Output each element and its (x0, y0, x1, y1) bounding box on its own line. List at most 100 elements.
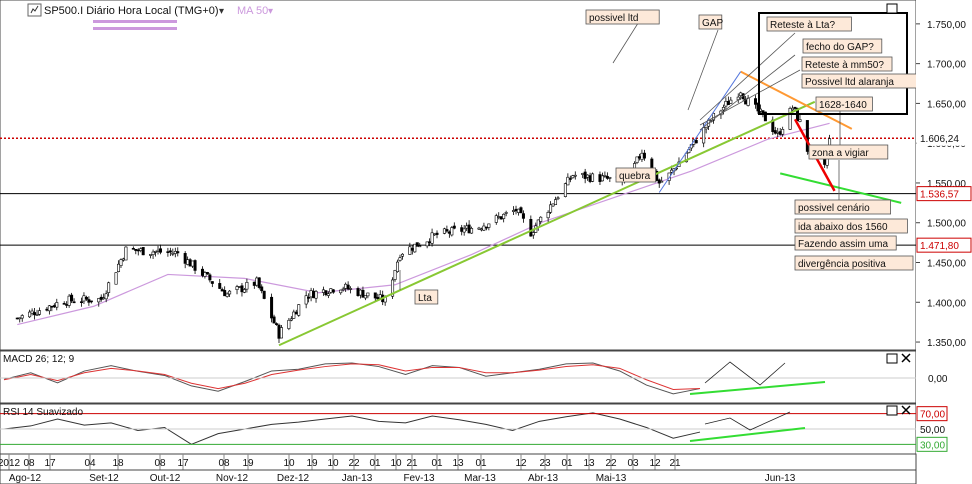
candle-body (171, 252, 175, 255)
annotation-box[interactable] (801, 56, 893, 72)
candle-body (502, 213, 506, 219)
level-price-label: 1.471,80 (920, 241, 959, 252)
candle-body (514, 208, 518, 212)
ma-legend-swatch (93, 27, 177, 30)
day-tick-label: 19 (242, 458, 254, 469)
annotation-box[interactable] (794, 235, 897, 251)
rsi-close-icon[interactable] (901, 405, 911, 415)
candle-body (637, 156, 641, 159)
annotation-box[interactable] (615, 167, 656, 183)
candle-body (287, 319, 291, 329)
candle-body (255, 277, 259, 286)
annotation-box[interactable] (815, 96, 873, 112)
candle-body (173, 251, 177, 254)
candle-body (141, 247, 145, 256)
chart-title[interactable]: SP500.I Diário Hora Local (TMG+0) (44, 5, 219, 17)
annotation-box[interactable] (794, 218, 908, 234)
macd-close-icon[interactable] (901, 353, 911, 363)
candle-body (588, 175, 592, 182)
candle-body (151, 251, 155, 255)
candle-body (793, 106, 797, 109)
macd-maximize-button[interactable] (886, 353, 898, 364)
annotation-text: possivel cenário (798, 203, 870, 214)
candle-body (166, 251, 170, 253)
trendline-Lta[interactable] (278, 100, 816, 347)
annotation-text: Lta (418, 293, 432, 304)
candle-body (89, 300, 93, 303)
annotation-box[interactable] (802, 38, 883, 54)
candle-body (694, 140, 698, 144)
candle-body (331, 289, 335, 293)
candle-body (72, 301, 76, 304)
time-axis[interactable]: 2012 08 17 04 18 08 17 08 19 10 19 10 22 01 10 21 01 13 01… (0, 453, 917, 484)
candle-body (18, 317, 22, 320)
trendline-alvo[interactable] (779, 172, 902, 204)
candle-body (292, 311, 296, 319)
candle-body (586, 174, 590, 178)
candle-body (321, 289, 325, 293)
annotation-box[interactable] (794, 255, 914, 271)
candle-body (107, 282, 111, 293)
main-pane[interactable]: possivel ltd GAP Reteste à Lta? fecho do GA… (0, 0, 926, 351)
annotation-leader (687, 29, 719, 111)
annotation-text: zona a vigiar (812, 148, 869, 159)
candle-body (603, 175, 607, 177)
annotation-box[interactable] (794, 199, 891, 215)
annotation-box[interactable] (414, 289, 439, 305)
price-tick-label: 1.400,00 (927, 298, 966, 309)
day-tick-label: 18 (112, 458, 124, 469)
candle-body (218, 283, 222, 289)
candle-body (79, 301, 83, 303)
rsi-level-label: 50,00 (920, 425, 945, 436)
macd-label[interactable]: MACD 26; 12; 9 (3, 354, 75, 365)
candle-body (754, 98, 758, 105)
rsi-maximize-button[interactable] (886, 405, 898, 416)
day-tick-label: 13 (583, 458, 595, 469)
candle-body (149, 253, 153, 256)
rsi-pane[interactable] (0, 403, 917, 455)
annotation-box[interactable] (698, 14, 723, 30)
candle-body (504, 212, 508, 214)
candle-body (139, 248, 143, 251)
annotation-box[interactable] (585, 9, 660, 25)
main-pane-maximize-button[interactable] (886, 3, 898, 14)
candle-body (272, 316, 276, 324)
candle-body (356, 288, 360, 296)
annotation-box[interactable] (766, 16, 852, 32)
candle-body (70, 294, 74, 302)
annotation-box[interactable] (808, 144, 889, 160)
day-tick-label: 08 (218, 458, 230, 469)
candle-body (413, 243, 417, 253)
candle-body (176, 251, 180, 254)
candle-body (539, 216, 543, 222)
rsi-level-label: 30,00 (920, 440, 945, 451)
candle-body (635, 156, 639, 163)
annotation-text: Fazendo assim uma (798, 239, 888, 250)
candle-body (497, 216, 501, 218)
ma-dropdown-icon[interactable]: ▾ (268, 6, 273, 17)
price-tick-label: 1.350,00 (927, 338, 966, 349)
candle-body (791, 107, 795, 111)
macd-pane[interactable] (0, 350, 917, 404)
level-price-label: 1.536,57 (920, 190, 959, 201)
title-dropdown-icon[interactable]: ▾ (219, 6, 224, 17)
candle-body (418, 245, 422, 248)
candle-body (536, 219, 540, 228)
rsi-label[interactable]: RSI 14 Suavizado (3, 407, 83, 418)
candle-body (99, 296, 103, 300)
ma-label[interactable]: MA 50 (237, 5, 268, 17)
rsi-level-box (916, 436, 948, 452)
candle-body (482, 225, 486, 231)
ma50-line (17, 122, 830, 326)
trendline-canal[interactable] (658, 71, 742, 193)
month-tick-label: Set-12 (89, 473, 119, 484)
month-tick-label: Mar-13 (464, 473, 496, 484)
candle-body (581, 173, 585, 175)
price-axis[interactable]: 1.750,001.700,001.650,001.600,001.550,00… (916, 0, 972, 454)
candle-body (442, 228, 446, 234)
candle-body (366, 292, 370, 297)
candle-body (124, 246, 128, 261)
candle-body (778, 131, 782, 135)
candle-body (154, 251, 158, 253)
day-tick-label: 21 (406, 458, 418, 469)
